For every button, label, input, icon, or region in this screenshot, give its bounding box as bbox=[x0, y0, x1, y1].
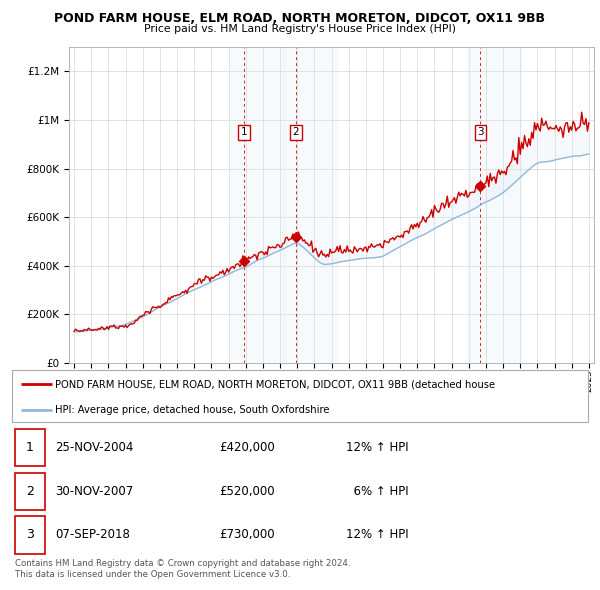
Text: £420,000: £420,000 bbox=[220, 441, 275, 454]
Text: Price paid vs. HM Land Registry's House Price Index (HPI): Price paid vs. HM Land Registry's House … bbox=[144, 24, 456, 34]
Text: 2: 2 bbox=[26, 484, 34, 498]
Text: HPI: Average price, detached house, South Oxfordshire: HPI: Average price, detached house, Sout… bbox=[55, 405, 330, 415]
Bar bbox=[282, 47, 339, 363]
Text: £520,000: £520,000 bbox=[220, 484, 275, 498]
Text: 30-NOV-2007: 30-NOV-2007 bbox=[55, 484, 133, 498]
Text: 2: 2 bbox=[293, 127, 299, 137]
Text: 6% ↑ HPI: 6% ↑ HPI bbox=[346, 484, 409, 498]
Text: 1: 1 bbox=[26, 441, 34, 454]
Text: 1: 1 bbox=[241, 127, 247, 137]
Text: POND FARM HOUSE, ELM ROAD, NORTH MORETON, DIDCOT, OX11 9BB: POND FARM HOUSE, ELM ROAD, NORTH MORETON… bbox=[55, 12, 545, 25]
Text: Contains HM Land Registry data © Crown copyright and database right 2024.
This d: Contains HM Land Registry data © Crown c… bbox=[15, 559, 350, 579]
Bar bbox=[15, 429, 45, 466]
Bar bbox=[467, 47, 523, 363]
Text: 3: 3 bbox=[26, 529, 34, 542]
Bar bbox=[15, 473, 45, 510]
Bar bbox=[230, 47, 287, 363]
Text: 07-SEP-2018: 07-SEP-2018 bbox=[55, 529, 130, 542]
Text: 12% ↑ HPI: 12% ↑ HPI bbox=[346, 529, 409, 542]
Text: 12% ↑ HPI: 12% ↑ HPI bbox=[346, 441, 409, 454]
Text: 25-NOV-2004: 25-NOV-2004 bbox=[55, 441, 134, 454]
Bar bbox=[15, 516, 45, 553]
Text: 3: 3 bbox=[477, 127, 484, 137]
Text: £730,000: £730,000 bbox=[220, 529, 275, 542]
Text: POND FARM HOUSE, ELM ROAD, NORTH MORETON, DIDCOT, OX11 9BB (detached house: POND FARM HOUSE, ELM ROAD, NORTH MORETON… bbox=[55, 379, 496, 389]
